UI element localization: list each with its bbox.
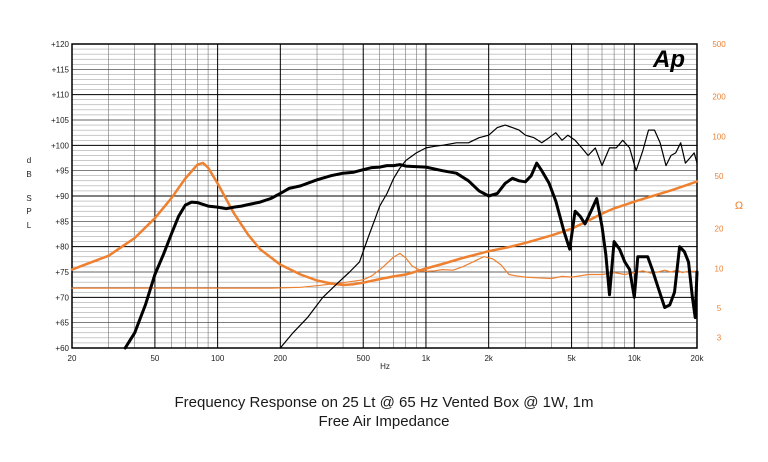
x-tick-label: 500: [357, 354, 371, 363]
left-tick-label: +75: [55, 268, 69, 277]
right-tick-label: 200: [712, 93, 726, 102]
series-spl-free-air: [279, 124, 698, 349]
left-tick-label: +90: [55, 192, 69, 201]
left-tick-label: +60: [55, 344, 69, 353]
right-tick-label: 50: [715, 172, 724, 181]
left-axis-ticks: +60 +65 +70 +75 +80 +85 +90 +95 +100 +105 +110 +115…: [51, 40, 70, 353]
right-axis-ticks: 500 200 100 50 20 10 5 3: [712, 40, 726, 343]
x-tick-label: 200: [274, 354, 288, 363]
x-axis-ticks: 20 50 100 200 500 1k 2k 5k 10k 20k: [68, 354, 705, 363]
plot-frame: [71, 43, 698, 349]
x-tick-label: 5k: [567, 354, 576, 363]
right-tick-label: 20: [715, 225, 724, 234]
right-tick-label: 100: [712, 132, 726, 141]
right-axis-label: Ω: [735, 200, 743, 212]
left-tick-label: +105: [51, 116, 70, 125]
right-tick-label: 500: [712, 40, 726, 49]
x-axis-label: Hz: [380, 362, 390, 371]
left-tick-label: +120: [51, 40, 70, 49]
left-tick-label: +65: [55, 319, 69, 328]
left-tick-label: +80: [55, 243, 69, 252]
x-tick-label: 20: [68, 354, 77, 363]
x-tick-label: 100: [211, 354, 225, 363]
left-tick-label: +110: [52, 91, 70, 100]
series-free-air-impedance: [70, 161, 699, 287]
right-tick-label: 10: [715, 264, 724, 273]
series-vented-box-impedance: [71, 252, 698, 289]
left-tick-label: +100: [51, 141, 70, 150]
chart-title: Frequency Response on 25 Lt @ 65 Hz Vent…: [174, 394, 594, 411]
left-tick-label: +70: [55, 293, 69, 302]
left-tick-label: +85: [55, 217, 69, 226]
x-tick-label: 20k: [691, 354, 705, 363]
x-tick-label: 50: [150, 354, 159, 363]
x-tick-label: 1k: [422, 354, 431, 363]
x-tick-label: 10k: [628, 354, 642, 363]
series-spl-25-lt-vented-box: [123, 161, 699, 350]
left-tick-label: +115: [52, 65, 70, 74]
right-tick-label: 3: [717, 334, 722, 343]
x-tick-label: 2k: [484, 354, 493, 363]
right-tick-label: 5: [717, 304, 722, 313]
chart-subtitle: Free Air Impedance: [318, 413, 450, 430]
series-layer: [70, 124, 699, 350]
ap-logo: Ap: [652, 46, 685, 73]
left-tick-label: +95: [55, 167, 69, 176]
